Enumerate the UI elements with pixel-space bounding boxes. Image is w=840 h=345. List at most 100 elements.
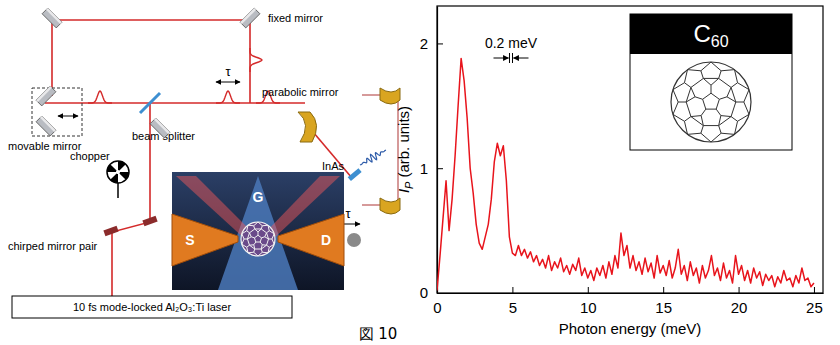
molecule-bond — [247, 231, 250, 233]
y-tick-mark — [437, 43, 443, 44]
molecule-bond — [267, 239, 269, 245]
mirror-face — [154, 118, 170, 134]
molecule-bond — [262, 252, 268, 253]
chopper-blade — [118, 161, 126, 171]
molecule-bond — [703, 78, 718, 79]
x-tick: 25 — [806, 287, 823, 316]
molecule-bond — [256, 242, 260, 243]
molecule-bond — [703, 125, 718, 126]
x-axis-title: Photon energy (meV) — [559, 320, 702, 337]
x-tick-label: 20 — [731, 299, 748, 316]
parabolic-mirror — [298, 112, 317, 142]
molecule-bond — [719, 97, 727, 99]
molecule-bond — [242, 231, 247, 234]
molecule — [241, 222, 275, 256]
mirror-body — [240, 8, 260, 28]
molecule-bond — [254, 222, 258, 226]
thz-beam — [362, 95, 398, 205]
molecule-bond — [719, 78, 731, 87]
molecule-bond — [711, 85, 712, 93]
stage-arrow — [58, 116, 78, 117]
molecule-bond — [258, 252, 262, 256]
molecule-bond — [721, 133, 734, 134]
molecule-bond — [247, 239, 249, 245]
chopper-wheel — [107, 161, 129, 183]
probe-tip — [347, 233, 361, 247]
scale-bar-arrow — [493, 58, 508, 59]
y-tick: 2 — [420, 35, 443, 52]
molecule-bond — [247, 245, 250, 247]
mirror-face — [240, 8, 256, 24]
y-tick-label: 1 — [420, 160, 428, 177]
x-tick-label: 0 — [433, 299, 441, 316]
molecule-bond — [269, 239, 272, 240]
figure: 10 fs mode-locked Al₂O₃:Ti laserfixed mi… — [0, 0, 840, 345]
inset-title-main: C — [693, 20, 710, 47]
molecule-bond — [719, 126, 721, 134]
molecule-bond — [261, 245, 266, 249]
x-tick-label: 10 — [580, 299, 597, 316]
mirror — [42, 8, 62, 28]
x-tick-mark — [814, 287, 815, 293]
pulse — [216, 91, 240, 103]
inset-header — [630, 14, 792, 54]
molecule-bond — [258, 235, 262, 238]
inset-title-subscript: 60 — [711, 33, 729, 50]
chirped-mirror — [142, 216, 157, 226]
molecule-bond — [249, 229, 254, 233]
mirror-body — [36, 116, 56, 136]
molecule-bond — [701, 109, 706, 115]
molecule-bond — [262, 237, 265, 238]
scale-bar-arrow — [514, 58, 529, 59]
caption: 図 10 — [359, 325, 398, 343]
mirror — [36, 86, 56, 106]
molecule-bond — [691, 117, 703, 126]
thz-pulse — [358, 147, 388, 169]
delay-label: τ — [225, 64, 231, 79]
parabolic-mirror-label: parabolic mirror — [262, 86, 339, 98]
scale-bar-edge — [509, 53, 510, 63]
chopper-blade — [107, 164, 117, 172]
pulse — [88, 91, 112, 103]
x-tick: 20 — [731, 287, 748, 316]
y-axis-title-subscript: P — [403, 181, 415, 189]
laser-beam — [51, 20, 53, 96]
molecule-bond — [716, 109, 721, 115]
molecule-bond — [736, 102, 744, 103]
molecule-bond — [721, 70, 734, 71]
y-axis-line — [437, 7, 438, 294]
molecule-bond — [691, 115, 701, 117]
molecule-bond — [673, 102, 678, 114]
molecule-bond — [719, 71, 721, 79]
molecule-bond — [706, 109, 716, 110]
molecule-bond — [721, 115, 731, 117]
molecule-bond — [691, 78, 703, 87]
molecule-bond — [268, 247, 269, 253]
molecule-bond — [744, 90, 749, 102]
molecule-bond — [719, 117, 731, 126]
molecule-bond — [735, 70, 738, 83]
molecule-bond — [242, 234, 244, 239]
mirror-face — [40, 116, 56, 132]
x-tick-mark — [663, 287, 664, 293]
molecule-bond — [686, 102, 691, 117]
y-tick: 0 — [420, 284, 443, 301]
molecule-bond — [258, 232, 259, 235]
mirror — [36, 116, 56, 136]
molecule-bond — [673, 114, 685, 121]
mirror-face — [36, 86, 52, 102]
molecule-bond — [684, 70, 687, 83]
y-tick: 1 — [420, 160, 443, 177]
molecule-bond — [673, 83, 685, 90]
molecule-bond — [255, 228, 262, 229]
chart: 0510152025012Photon energy (meV)IP(arb. … — [395, 6, 824, 337]
delay-label: τ — [345, 206, 351, 221]
molecule-bond — [267, 245, 270, 247]
molecule-bond — [254, 235, 258, 238]
molecule-bond — [267, 233, 269, 239]
molecule-bond — [272, 234, 274, 239]
y-axis-title: IP(arb. units) — [395, 106, 415, 193]
mirror-face — [46, 8, 62, 24]
molecule-bond — [711, 62, 721, 71]
molecule-bond — [701, 133, 711, 142]
